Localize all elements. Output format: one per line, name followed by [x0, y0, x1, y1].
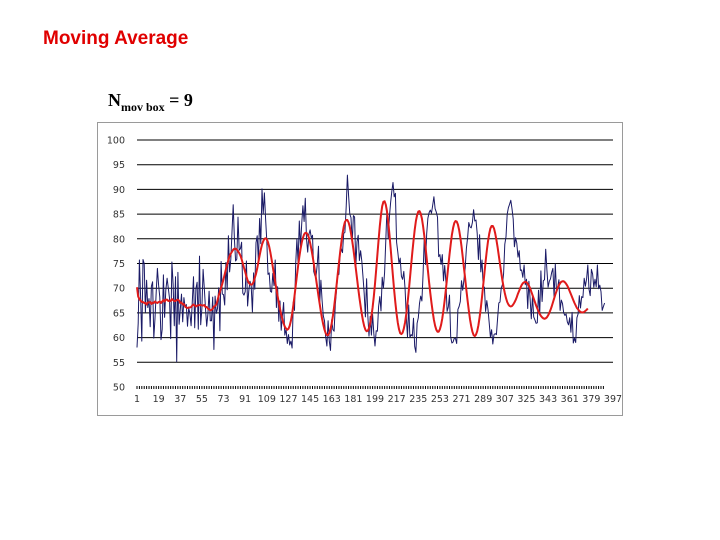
y-tick-label: 85: [113, 210, 125, 221]
x-tick-label: 37: [174, 394, 186, 405]
y-tick-label: 55: [113, 358, 125, 369]
x-tick-label: 379: [582, 394, 600, 405]
slide-title: Moving Average: [43, 28, 189, 49]
formula: Nmov box = 9: [108, 90, 193, 114]
x-tick-label: 253: [431, 394, 449, 405]
formula-symbol: N: [108, 90, 121, 110]
x-tick-label: 181: [344, 394, 362, 405]
y-tick-label: 75: [113, 259, 125, 270]
series-raw-line: [136, 174, 606, 363]
y-tick-label: 95: [113, 160, 125, 171]
series-moving-average-line: [136, 200, 589, 338]
x-tick-label: 127: [279, 394, 297, 405]
x-tick-label: 289: [474, 394, 492, 405]
chart-area: 100 95 90 85 80 75 70 65 60 55 50 1 19 37 55 73 91 109 127…: [97, 122, 623, 416]
x-tick-label: 1: [134, 394, 140, 405]
x-tick-label: 343: [539, 394, 557, 405]
x-tick-label: 91: [239, 394, 251, 405]
x-tick-label: 199: [366, 394, 384, 405]
x-tick-label: 109: [258, 394, 276, 405]
moving-average-chart: 100 95 90 85 80 75 70 65 60 55 50 1 19 37 55 73 91 109 127…: [107, 136, 622, 406]
y-tick-label: 80: [113, 234, 125, 245]
y-tick-label: 90: [113, 185, 125, 196]
y-tick-label: 60: [113, 333, 125, 344]
x-tick-label: 235: [409, 394, 427, 405]
x-tick-label: 271: [452, 394, 470, 405]
x-tick-label: 145: [301, 394, 319, 405]
y-tick-label: 70: [113, 284, 125, 295]
x-tick-label: 307: [496, 394, 514, 405]
x-tick-label: 163: [323, 394, 341, 405]
x-tick-label: 55: [196, 394, 208, 405]
x-tick-label: 73: [217, 394, 229, 405]
x-tick-label: 217: [388, 394, 406, 405]
y-tick-label: 50: [113, 383, 125, 394]
y-tick-label: 100: [107, 136, 125, 147]
formula-subscript: mov box: [121, 100, 165, 114]
x-tick-label: 325: [517, 394, 535, 405]
x-tick-label: 361: [561, 394, 579, 405]
x-tick-label: 19: [153, 394, 165, 405]
x-tick-label: 397: [604, 394, 622, 405]
y-tick-label: 65: [113, 308, 125, 319]
formula-rest: = 9: [164, 90, 193, 110]
